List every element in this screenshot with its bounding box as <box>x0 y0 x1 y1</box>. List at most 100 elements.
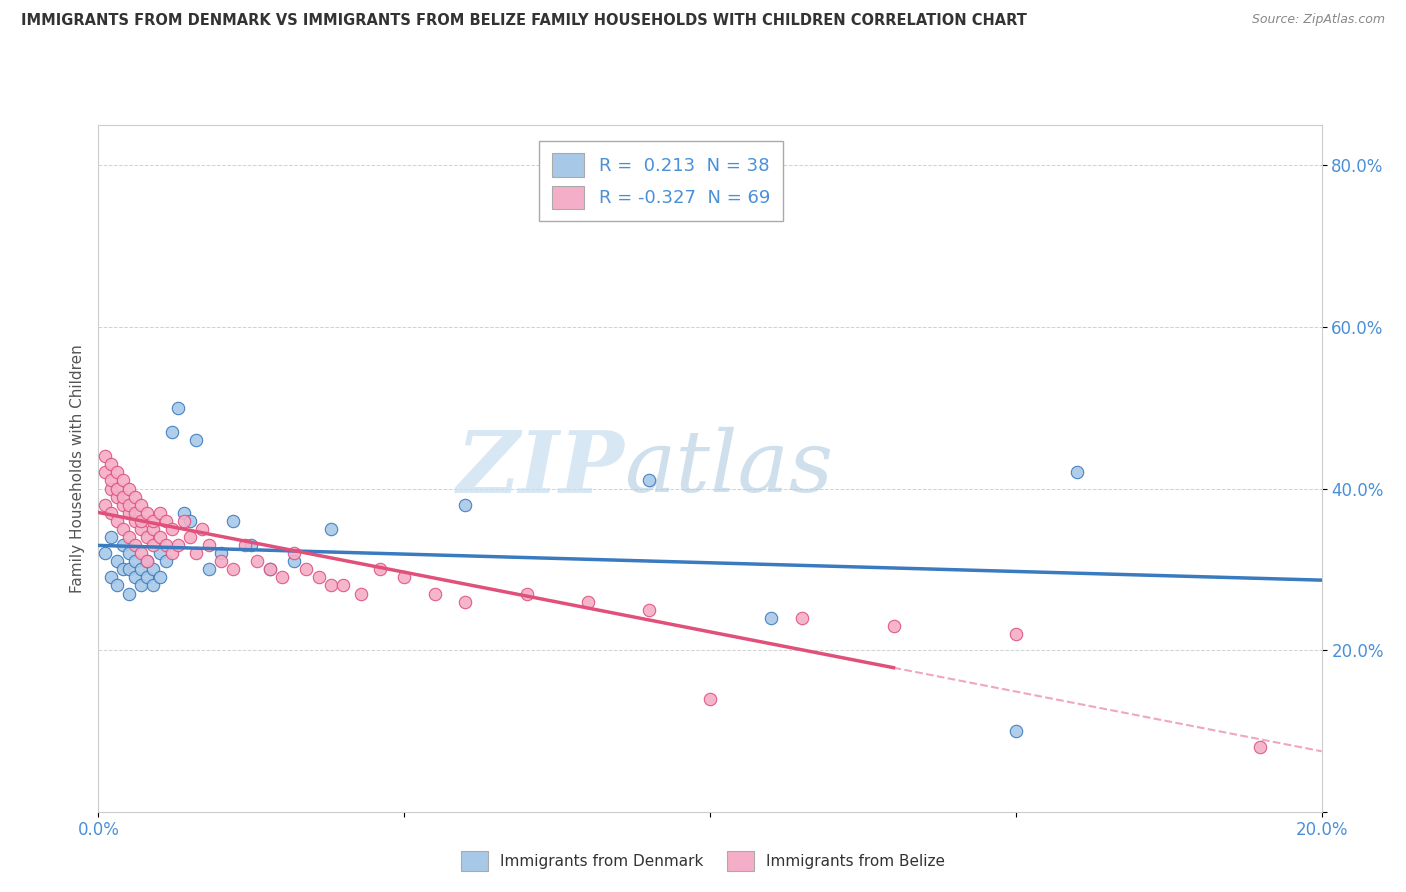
Point <box>129 562 152 576</box>
Point <box>160 546 183 560</box>
Point <box>209 554 232 568</box>
Point <box>167 538 190 552</box>
Point <box>308 570 330 584</box>
Point <box>118 586 141 600</box>
Point <box>118 562 141 576</box>
Point <box>173 514 195 528</box>
Point <box>160 522 183 536</box>
Point <box>423 586 446 600</box>
Point <box>155 554 177 568</box>
Point <box>883 619 905 633</box>
Point <box>105 578 128 592</box>
Point <box>1004 723 1026 738</box>
Point <box>105 554 128 568</box>
Text: Source: ZipAtlas.com: Source: ZipAtlas.com <box>1251 13 1385 27</box>
Point <box>233 538 256 552</box>
Point <box>155 514 177 528</box>
Point <box>186 433 208 447</box>
Point <box>197 538 219 552</box>
Point <box>118 482 141 496</box>
Point <box>111 474 134 488</box>
Point <box>100 506 122 520</box>
Point <box>100 570 122 584</box>
Point <box>179 530 201 544</box>
Point <box>129 522 152 536</box>
Point <box>105 514 128 528</box>
Point <box>100 482 122 496</box>
Y-axis label: Family Households with Children: Family Households with Children <box>69 344 84 592</box>
Point <box>197 562 219 576</box>
Point <box>136 506 159 520</box>
Point <box>283 554 305 568</box>
Point <box>1004 627 1026 641</box>
Point <box>100 530 122 544</box>
Point <box>105 490 128 504</box>
Point <box>240 538 263 552</box>
Point <box>186 546 208 560</box>
Point <box>136 570 159 584</box>
Point <box>93 498 115 512</box>
Point <box>93 546 115 560</box>
Point <box>142 562 165 576</box>
Point <box>392 570 416 584</box>
Point <box>118 546 141 560</box>
Point <box>191 522 214 536</box>
Point <box>118 498 141 512</box>
Point <box>93 466 115 480</box>
Point <box>100 457 122 471</box>
Point <box>129 578 152 592</box>
Point <box>124 538 146 552</box>
Point <box>167 401 190 415</box>
Point <box>222 514 245 528</box>
Legend: Immigrants from Denmark, Immigrants from Belize: Immigrants from Denmark, Immigrants from… <box>454 845 952 877</box>
Point <box>100 474 122 488</box>
Point <box>699 691 721 706</box>
Point <box>516 586 538 600</box>
Point <box>136 530 159 544</box>
Point <box>111 490 134 504</box>
Point <box>155 538 177 552</box>
Point <box>790 611 813 625</box>
Point <box>160 425 183 439</box>
Point <box>173 506 195 520</box>
Point <box>124 514 146 528</box>
Point <box>118 506 141 520</box>
Point <box>319 522 342 536</box>
Point <box>111 538 134 552</box>
Text: IMMIGRANTS FROM DENMARK VS IMMIGRANTS FROM BELIZE FAMILY HOUSEHOLDS WITH CHILDRE: IMMIGRANTS FROM DENMARK VS IMMIGRANTS FR… <box>21 13 1026 29</box>
Point <box>259 562 281 576</box>
Point <box>118 530 141 544</box>
Point <box>295 562 318 576</box>
Point <box>111 562 134 576</box>
Point <box>129 514 152 528</box>
Point <box>350 586 373 600</box>
Point <box>149 506 172 520</box>
Point <box>759 611 782 625</box>
Point <box>454 594 477 608</box>
Point <box>142 538 165 552</box>
Point <box>149 530 172 544</box>
Text: ZIP: ZIP <box>457 426 624 510</box>
Point <box>129 498 152 512</box>
Point <box>1066 466 1088 480</box>
Point <box>576 594 599 608</box>
Point <box>124 506 146 520</box>
Point <box>136 554 159 568</box>
Point <box>129 546 152 560</box>
Point <box>209 546 232 560</box>
Point <box>246 554 269 568</box>
Point <box>222 562 245 576</box>
Point <box>105 482 128 496</box>
Point <box>454 498 477 512</box>
Point <box>149 546 172 560</box>
Point <box>111 498 134 512</box>
Point <box>124 554 146 568</box>
Text: atlas: atlas <box>624 427 834 509</box>
Point <box>142 578 165 592</box>
Point <box>105 466 128 480</box>
Point <box>283 546 305 560</box>
Point <box>368 562 391 576</box>
Point <box>124 490 146 504</box>
Point <box>93 449 115 463</box>
Point <box>142 514 165 528</box>
